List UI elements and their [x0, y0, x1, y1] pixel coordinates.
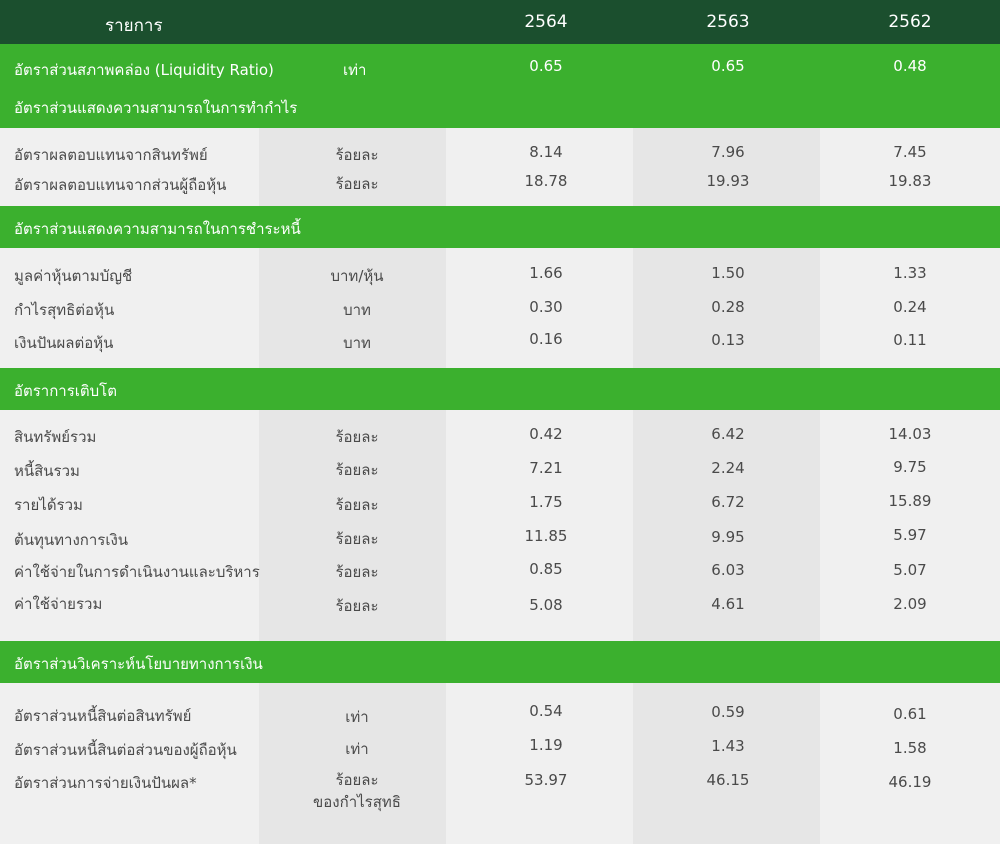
- row-unit: ร้อยละ: [335, 428, 379, 446]
- section-band-debt: อัตราส่วนแสดงความสามารถในการชำระหนี้: [0, 206, 1000, 248]
- row-unit: บาท/หุ้น: [330, 267, 384, 285]
- header-item: รายการ: [105, 16, 163, 36]
- row-unit: ร้อยละ: [335, 597, 379, 615]
- row-2563: 1.43: [711, 737, 745, 755]
- row-2563: 7.96: [711, 143, 745, 161]
- row-2563: 6.42: [711, 425, 745, 443]
- header-year-2563: 2563: [706, 12, 750, 32]
- row-2563: 6.72: [711, 493, 745, 511]
- row-2564: 1.75: [529, 493, 563, 511]
- row-label: ค่าใช้จ่ายในการดำเนินงานและบริหาร: [14, 563, 260, 581]
- row-2564: 0.42: [529, 425, 563, 443]
- row-2562: 9.75: [893, 458, 927, 476]
- row-2563: 1.50: [711, 264, 745, 282]
- section-band-policy: อัตราส่วนวิเคราะห์นโยบายทางการเงิน: [0, 641, 1000, 683]
- row-unit-line1: ร้อยละ: [335, 771, 379, 789]
- liquidity-unit: เท่า: [343, 61, 367, 79]
- row-2563: 0.59: [711, 703, 745, 721]
- section-band-growth: อัตราการเติบโต: [0, 368, 1000, 410]
- row-label: ค่าใช้จ่ายรวม: [14, 595, 103, 613]
- row-2564: 1.66: [529, 264, 563, 282]
- row-2564: 11.85: [524, 527, 568, 545]
- row-unit-line2: ของกำไรสุทธิ: [313, 793, 401, 811]
- row-2562: 46.19: [888, 773, 932, 791]
- row-unit: ร้อยละ: [335, 530, 379, 548]
- column-2563-bg: [633, 0, 820, 844]
- table-header: รายการ 2564 2563 2562: [0, 0, 1000, 44]
- row-2563: 19.93: [706, 172, 750, 190]
- row-label: ต้นทุนทางการเงิน: [14, 531, 129, 549]
- row-unit: บาท: [343, 301, 371, 319]
- row-2562: 5.97: [893, 526, 927, 544]
- section-title-profit: อัตราส่วนแสดงความสามารถในการทำกำไร: [14, 99, 298, 117]
- section-title-debt: อัตราส่วนแสดงความสามารถในการชำระหนี้: [14, 220, 301, 238]
- row-label: หนี้สินรวม: [14, 462, 80, 480]
- row-unit: บาท: [343, 334, 371, 352]
- row-unit: เท่า: [345, 740, 369, 758]
- row-2564: 1.19: [529, 736, 563, 754]
- row-label: อัตราส่วนการจ่ายเงินปันผล*: [14, 774, 197, 792]
- column-2562-bg: [820, 0, 1000, 844]
- column-unit-bg: [259, 0, 446, 844]
- row-2562: 0.24: [893, 298, 927, 316]
- liquidity-2562: 0.48: [893, 57, 927, 75]
- row-unit: ร้อยละ: [335, 461, 379, 479]
- column-2564-bg: [446, 0, 633, 844]
- row-label: อัตราส่วนหนี้สินต่อสินทรัพย์: [14, 707, 192, 725]
- row-2564: 0.30: [529, 298, 563, 316]
- row-2562: 2.09: [893, 595, 927, 613]
- row-2562: 7.45: [893, 143, 927, 161]
- row-2564: 0.54: [529, 702, 563, 720]
- row-unit: ร้อยละ: [335, 496, 379, 514]
- row-2563: 0.13: [711, 331, 745, 349]
- row-2564: 18.78: [524, 172, 568, 190]
- header-year-2562: 2562: [888, 12, 932, 32]
- row-unit: ร้อยละ ของกำไรสุทธิ: [262, 769, 452, 813]
- row-2564: 0.16: [529, 330, 563, 348]
- row-unit: ร้อยละ: [335, 563, 379, 581]
- row-label: อัตราผลตอบแทนจากส่วนผู้ถือหุ้น: [14, 176, 227, 194]
- row-2562: 0.61: [893, 705, 927, 723]
- liquidity-2563: 0.65: [711, 57, 745, 75]
- row-unit: ร้อยละ: [335, 175, 379, 193]
- row-unit: เท่า: [345, 708, 369, 726]
- row-label: อัตราส่วนหนี้สินต่อส่วนของผู้ถือหุ้น: [14, 741, 237, 759]
- column-label-bg: [0, 0, 259, 844]
- row-2562: 14.03: [888, 425, 932, 443]
- row-label: กำไรสุทธิต่อหุ้น: [14, 301, 115, 319]
- row-2564: 53.97: [524, 771, 568, 789]
- row-2562: 1.33: [893, 264, 927, 282]
- header-year-2564: 2564: [524, 12, 568, 32]
- liquidity-2564: 0.65: [529, 57, 563, 75]
- row-2562: 0.11: [893, 331, 927, 349]
- section-title-policy: อัตราส่วนวิเคราะห์นโยบายทางการเงิน: [14, 655, 263, 673]
- row-2563: 6.03: [711, 561, 745, 579]
- row-label: มูลค่าหุ้นตามบัญชี: [14, 267, 133, 285]
- section-band-liquidity-profit: อัตราส่วนสภาพคล่อง (Liquidity Ratio) เท่…: [0, 44, 1000, 128]
- row-2562: 5.07: [893, 561, 927, 579]
- row-label: อัตราผลตอบแทนจากสินทรัพย์: [14, 146, 208, 164]
- row-unit: ร้อยละ: [335, 146, 379, 164]
- row-2563: 4.61: [711, 595, 745, 613]
- row-label: เงินปันผลต่อหุ้น: [14, 334, 114, 352]
- row-2563: 0.28: [711, 298, 745, 316]
- row-label: สินทรัพย์รวม: [14, 428, 97, 446]
- row-label: รายได้รวม: [14, 496, 83, 514]
- row-2563: 9.95: [711, 528, 745, 546]
- liquidity-label: อัตราส่วนสภาพคล่อง (Liquidity Ratio): [14, 61, 274, 79]
- row-2564: 7.21: [529, 459, 563, 477]
- row-2563: 2.24: [711, 459, 745, 477]
- row-2564: 8.14: [529, 143, 563, 161]
- row-2563: 46.15: [706, 771, 750, 789]
- row-2562: 19.83: [888, 172, 932, 190]
- section-title-growth: อัตราการเติบโต: [14, 382, 117, 400]
- row-2562: 15.89: [888, 492, 932, 510]
- row-2564: 0.85: [529, 560, 563, 578]
- row-2564: 5.08: [529, 596, 563, 614]
- row-2562: 1.58: [893, 739, 927, 757]
